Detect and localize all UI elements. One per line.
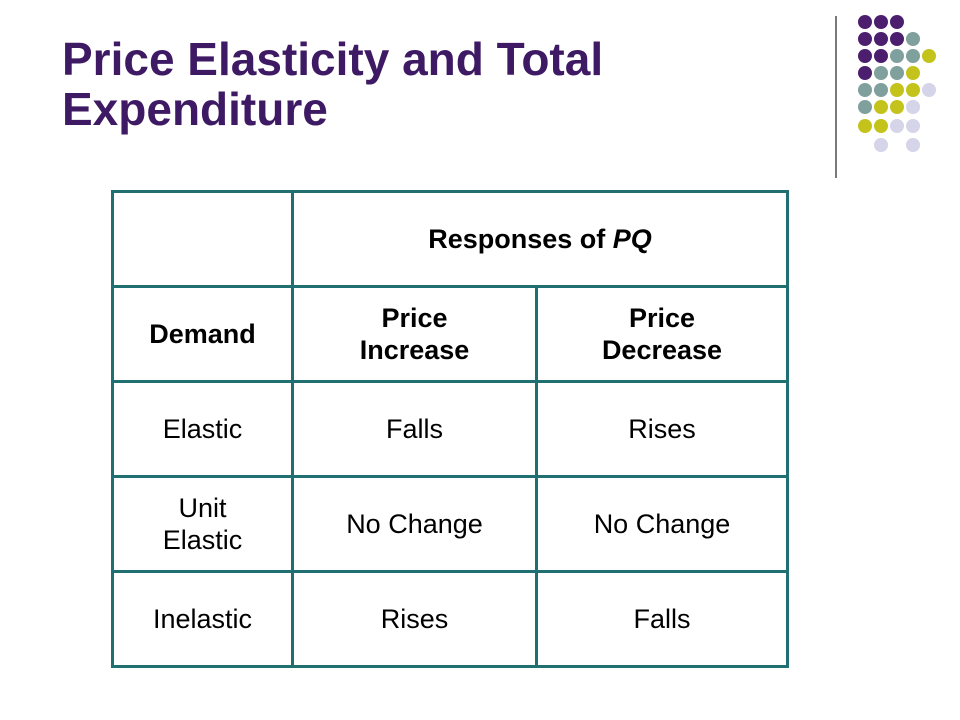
- dot-teal: [858, 83, 872, 97]
- slide-title-line-1: Price Elasticity and Total: [62, 33, 604, 85]
- slide-title: Price Elasticity and Total Expenditure: [62, 34, 782, 134]
- table-row-inelastic: Inelastic Rises Falls: [111, 570, 789, 668]
- dot-purple: [874, 32, 888, 46]
- demand-column-header: Demand: [111, 285, 294, 383]
- dot-purple: [858, 32, 872, 46]
- price-increase-cell: Falls: [291, 380, 538, 478]
- dot-purple: [890, 15, 904, 29]
- dot-teal: [890, 66, 904, 80]
- demand-value: Inelastic: [152, 604, 253, 634]
- responses-header-label: Responses of: [428, 224, 613, 254]
- dot-purple: [858, 66, 872, 80]
- price-increase-value: No Change: [346, 509, 483, 539]
- table-corner-cell: [111, 190, 294, 288]
- dot-olive: [890, 83, 904, 97]
- dot-olive: [890, 100, 904, 114]
- dot-lavender: [906, 100, 920, 114]
- price-increase-column-header: Price Increase: [291, 285, 538, 383]
- price-decrease-cell: Rises: [535, 380, 789, 478]
- price-decrease-value: Rises: [628, 414, 696, 444]
- dot-olive: [906, 66, 920, 80]
- table-group-header-row: Responses of PQ: [111, 190, 789, 288]
- price-increase-value: Falls: [385, 414, 443, 444]
- responses-header-cell: Responses of PQ: [291, 190, 789, 288]
- price-decrease-cell: Falls: [535, 570, 789, 668]
- price-increase-value: Rises: [380, 604, 449, 634]
- dot-lavender: [890, 119, 904, 133]
- table-row-elastic: Elastic Falls Rises: [111, 380, 789, 478]
- demand-header-label: Demand: [149, 319, 256, 349]
- dot-teal: [858, 100, 872, 114]
- demand-value-line-1: Unit: [178, 493, 227, 523]
- demand-cell: Inelastic: [111, 570, 294, 668]
- dot-teal: [874, 83, 888, 97]
- responses-header-variable: PQ: [612, 224, 652, 254]
- dot-lavender: [906, 138, 920, 152]
- dot-purple: [858, 49, 872, 63]
- dot-olive: [874, 100, 888, 114]
- table-row-unit-elastic: Unit Elastic No Change No Change: [111, 475, 789, 573]
- dot-purple: [890, 32, 904, 46]
- demand-cell: Unit Elastic: [111, 475, 294, 573]
- dot-lavender: [906, 119, 920, 133]
- vertical-divider: [835, 16, 837, 178]
- dot-teal: [906, 49, 920, 63]
- price-decrease-column-header: Price Decrease: [535, 285, 789, 383]
- dot-teal: [890, 49, 904, 63]
- price-increase-cell: Rises: [291, 570, 538, 668]
- price-increase-cell: No Change: [291, 475, 538, 573]
- dot-lavender: [874, 138, 888, 152]
- dot-olive: [906, 83, 920, 97]
- dot-purple: [858, 15, 872, 29]
- dot-purple: [874, 49, 888, 63]
- slide-title-line-2: Expenditure: [62, 83, 328, 135]
- dot-olive: [858, 119, 872, 133]
- dot-olive: [922, 49, 936, 63]
- dot-purple: [874, 15, 888, 29]
- price-decrease-cell: No Change: [535, 475, 789, 573]
- price-decrease-value: No Change: [593, 509, 731, 539]
- demand-value: Elastic: [162, 414, 243, 444]
- demand-cell: Elastic: [111, 380, 294, 478]
- demand-value-line-2: Elastic: [162, 525, 243, 555]
- dot-teal: [874, 66, 888, 80]
- elasticity-table: Responses of PQ Demand Price Increase Pri…: [111, 190, 789, 668]
- price-decrease-header-line-1: Price: [628, 303, 696, 333]
- dot-teal: [906, 32, 920, 46]
- price-increase-header-line-1: Price: [381, 303, 448, 333]
- dot-lavender: [922, 83, 936, 97]
- table-header-row: Demand Price Increase Price Decrease: [111, 285, 789, 383]
- price-decrease-header-line-2: Decrease: [601, 335, 723, 365]
- price-increase-header-line-2: Increase: [359, 335, 470, 365]
- price-decrease-value: Falls: [633, 604, 691, 634]
- dot-olive: [874, 119, 888, 133]
